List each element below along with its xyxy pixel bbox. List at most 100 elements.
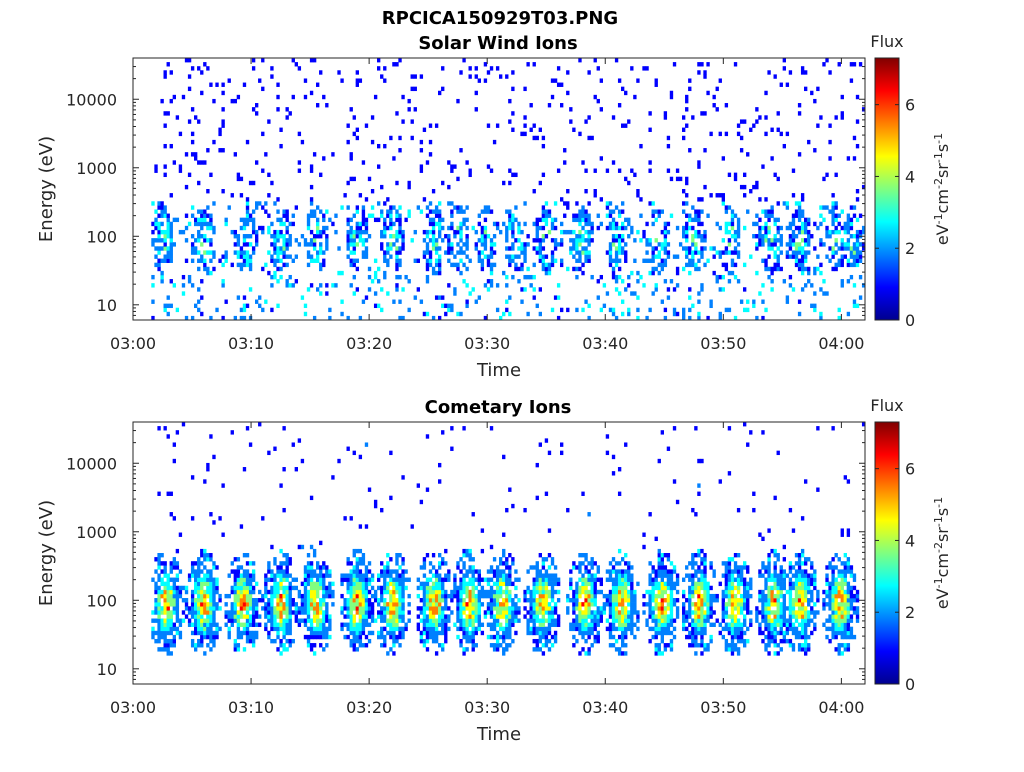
heatmap-cell	[764, 267, 767, 271]
heatmap-cell	[792, 214, 795, 218]
heatmap-cell	[780, 226, 783, 230]
heatmap-cell	[475, 602, 478, 606]
heatmap-cell	[289, 242, 292, 246]
heatmap-cell	[505, 565, 508, 569]
heatmap-cell	[322, 226, 325, 230]
heatmap-cell	[697, 590, 700, 594]
heatmap-cell	[691, 304, 694, 308]
heatmap-cell	[591, 136, 594, 140]
heatmap-cell	[652, 586, 655, 590]
heatmap-cell	[383, 602, 386, 606]
heatmap-cell	[664, 614, 667, 618]
heatmap-cell	[362, 643, 365, 647]
heatmap-cell	[475, 300, 478, 304]
heatmap-cell	[447, 569, 450, 573]
heatmap-cell	[850, 255, 853, 259]
heatmap-cell	[362, 300, 365, 304]
heatmap-cell	[374, 500, 377, 504]
heatmap-cell	[639, 214, 642, 218]
heatmap-cell	[694, 246, 697, 250]
heatmap-cell	[447, 259, 450, 263]
heatmap-cell	[395, 627, 398, 631]
heatmap-cell	[395, 602, 398, 606]
heatmap-cell	[490, 586, 493, 590]
heatmap-cell	[465, 606, 468, 610]
heatmap-cell	[304, 602, 307, 606]
heatmap-cell	[523, 87, 526, 91]
heatmap-cell	[365, 573, 368, 577]
heatmap-cell	[426, 234, 429, 238]
heatmap-cell	[673, 627, 676, 631]
heatmap-cell	[249, 561, 252, 565]
heatmap-cell	[764, 230, 767, 234]
heatmap-cell	[441, 304, 444, 308]
heatmap-cell	[536, 614, 539, 618]
heatmap-cell	[508, 259, 511, 263]
heatmap-cell	[200, 234, 203, 238]
heatmap-cell	[472, 602, 475, 606]
heatmap-cell	[154, 246, 157, 250]
heatmap-cell	[685, 177, 688, 181]
heatmap-cell	[511, 259, 514, 263]
heatmap-cell	[368, 598, 371, 602]
heatmap-cell	[804, 283, 807, 287]
heatmap-cell	[462, 602, 465, 606]
heatmap-cell	[490, 610, 493, 614]
heatmap-cell	[200, 214, 203, 218]
heatmap-cell	[621, 201, 624, 205]
heatmap-cell	[371, 189, 374, 193]
heatmap-cell	[395, 287, 398, 291]
heatmap-cell	[767, 242, 770, 246]
heatmap-cell	[542, 246, 545, 250]
heatmap-cell	[655, 267, 658, 271]
heatmap-cell	[286, 647, 289, 651]
heatmap-cell	[688, 631, 691, 635]
heatmap-cell	[609, 606, 612, 610]
heatmap-cell	[551, 218, 554, 222]
heatmap-cell	[505, 226, 508, 230]
heatmap-cell	[215, 602, 218, 606]
heatmap-cell	[569, 627, 572, 631]
heatmap-cell	[151, 238, 154, 242]
heatmap-cell	[252, 569, 255, 573]
heatmap-cell	[795, 234, 798, 238]
heatmap-cell	[340, 627, 343, 631]
heatmap-cell	[493, 569, 496, 573]
heatmap-cell	[151, 578, 154, 582]
heatmap-cell	[325, 291, 328, 295]
heatmap-cell	[343, 606, 346, 610]
heatmap-cell	[472, 631, 475, 635]
heatmap-cell	[496, 623, 499, 627]
heatmap-cell	[267, 565, 270, 569]
heatmap-cell	[414, 107, 417, 111]
heatmap-cell	[627, 602, 630, 606]
heatmap-cell	[368, 234, 371, 238]
heatmap-cell	[475, 246, 478, 250]
heatmap-cell	[767, 267, 770, 271]
heatmap-cell	[328, 218, 331, 222]
heatmap-cell	[282, 508, 285, 512]
heatmap-cell	[209, 627, 212, 631]
heatmap-cell	[203, 631, 206, 635]
heatmap-cell	[167, 218, 170, 222]
heatmap-cell	[850, 250, 853, 254]
heatmap-cell	[804, 218, 807, 222]
heatmap-cell	[737, 279, 740, 283]
heatmap-cell	[398, 635, 401, 639]
heatmap-cell	[670, 569, 673, 573]
heatmap-cell	[673, 598, 676, 602]
heatmap-cell	[667, 169, 670, 173]
heatmap-cell	[389, 610, 392, 614]
heatmap-cell	[206, 582, 209, 586]
heatmap-cell	[795, 214, 798, 218]
heatmap-cell	[243, 590, 246, 594]
heatmap-cell	[819, 242, 822, 246]
heatmap-cell	[310, 283, 313, 287]
heatmap-cell	[252, 619, 255, 623]
heatmap-cell	[722, 606, 725, 610]
heatmap-cell	[380, 598, 383, 602]
heatmap-cell	[154, 263, 157, 267]
heatmap-cell	[533, 586, 536, 590]
heatmap-cell	[816, 87, 819, 91]
heatmap-cell	[398, 578, 401, 582]
